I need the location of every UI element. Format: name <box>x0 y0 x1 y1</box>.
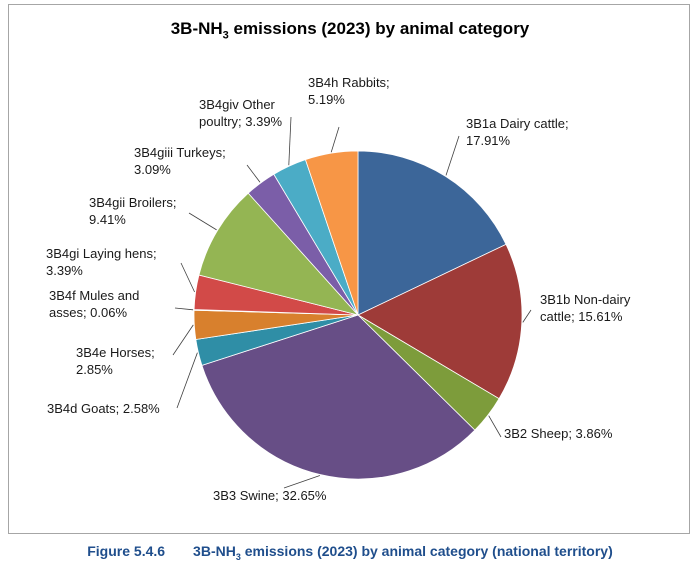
slice-label-3b4h-rabbits: 3B4h Rabbits; 5.19% <box>308 75 390 107</box>
chart-title-post: emissions (2023) by animal category <box>228 19 530 38</box>
caption-text-pre: 3B-NH <box>193 543 236 559</box>
slice-label-3b4e-horses: 3B4e Horses; 2.85% <box>76 345 155 377</box>
slice-label-3b4giv-other-poultry: 3B4giv Other poultry; 3.39% <box>199 97 283 129</box>
caption-text-sub: 3 <box>235 551 241 562</box>
chart-title-sub: 3 <box>222 29 229 42</box>
pie-slice-3b1b-non-dairy-cattle <box>357 243 523 400</box>
leader-line <box>172 324 194 356</box>
pie-slice-3b1a-dairy-cattle <box>357 150 507 316</box>
chart-frame: 3B-NH3 emissions (2023) by animal catego… <box>8 4 690 534</box>
figure-number: Figure 5.4.6 <box>87 543 166 559</box>
slice-label-3b4d-goats: 3B4d Goats; 2.58% <box>47 401 160 416</box>
chart-title-pre: 3B-NH <box>170 19 223 38</box>
leader-line <box>180 262 195 293</box>
leader-line <box>188 212 217 231</box>
slice-label-3b4f-mules-and-asses: 3B4f Mules and asses; 0.06% <box>49 288 139 320</box>
caption-text-post: emissions (2023) by animal category (nat… <box>240 543 613 559</box>
leader-line <box>488 415 502 438</box>
leader-line <box>445 135 460 176</box>
chart-title: 3B-NH3 emissions (2023) by animal catego… <box>9 19 691 41</box>
pie-slice-3b4h-rabbits <box>304 150 359 316</box>
slice-label-3b4gii-broilers: 3B4gii Broilers; 9.41% <box>89 195 176 227</box>
leader-line <box>330 126 340 153</box>
leader-line <box>522 309 532 323</box>
slice-label-3b2-sheep: 3B2 Sheep; 3.86% <box>504 426 613 441</box>
leader-line <box>176 352 198 409</box>
slice-label-3b3-swine: 3B3 Swine; 32.65% <box>213 488 327 503</box>
leader-line <box>283 475 321 489</box>
leader-line <box>288 116 292 166</box>
slice-label-3b1a-dairy-cattle: 3B1a Dairy cattle; 17.91% <box>466 116 569 148</box>
pie-slice-3b3-swine <box>201 314 476 480</box>
leader-line <box>246 164 261 183</box>
slice-label-3b1b-non-dairy-cattle: 3B1b Non-dairy cattle; 15.61% <box>540 292 631 324</box>
slice-label-3b4gi-laying-hens: 3B4gi Laying hens; 3.39% <box>46 246 157 278</box>
leader-line <box>174 307 194 311</box>
figure-caption: Figure 5.4.6 3B-NH3 emissions (2023) by a… <box>0 543 700 562</box>
slice-label-3b4giii-turkeys: 3B4giii Turkeys; 3.09% <box>134 145 226 177</box>
pie-chart: 3B1a Dairy cattle; 17.91% 3B1b Non-dairy ca… <box>46 75 631 503</box>
pie-slice-3b4gii-broilers <box>198 192 360 316</box>
